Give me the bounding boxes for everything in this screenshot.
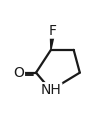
Polygon shape <box>50 30 55 50</box>
Text: NH: NH <box>40 83 61 97</box>
Text: F: F <box>48 24 56 38</box>
Text: O: O <box>13 66 24 80</box>
